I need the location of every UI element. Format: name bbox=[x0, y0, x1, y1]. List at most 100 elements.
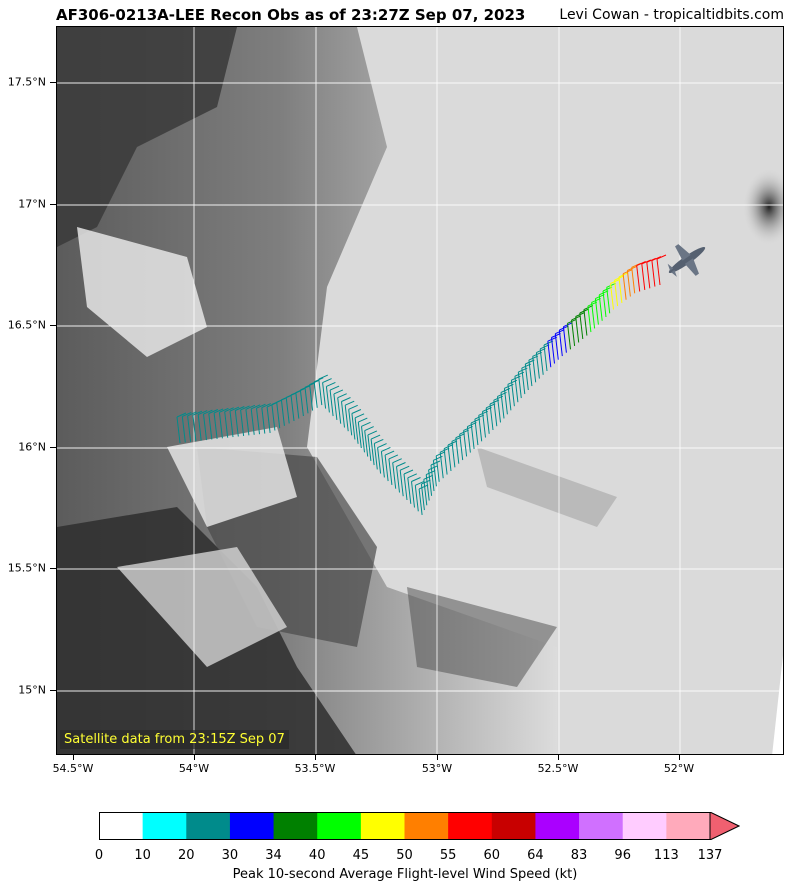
wind-barb bbox=[285, 397, 290, 424]
wind-barb bbox=[463, 430, 468, 457]
wind-barb bbox=[562, 326, 567, 353]
wind-barb-flag bbox=[245, 404, 256, 410]
lat-tick bbox=[50, 82, 56, 83]
wind-barb bbox=[414, 485, 419, 512]
lat-label: 17.5°N bbox=[7, 75, 46, 89]
wind-barb-flag bbox=[219, 407, 229, 413]
wind-barb bbox=[203, 414, 207, 441]
satellite-map[interactable] bbox=[57, 27, 784, 755]
wind-barb bbox=[229, 411, 234, 438]
wind-barb bbox=[299, 389, 304, 417]
lat-label: 16°N bbox=[18, 440, 46, 454]
colorbar-tick-label: 113 bbox=[653, 848, 679, 863]
wind-barb bbox=[510, 380, 515, 407]
wind-barb-flag bbox=[348, 404, 358, 410]
wind-barb-flag bbox=[377, 443, 387, 449]
colorbar-tick-label: 10 bbox=[134, 848, 151, 863]
data-edge bbox=[772, 655, 783, 754]
lon-tick bbox=[315, 755, 316, 760]
wind-barb bbox=[373, 443, 378, 470]
lat-label: 15.5°N bbox=[7, 561, 46, 575]
wind-barb bbox=[187, 415, 192, 442]
colorbar-tick-label: 60 bbox=[483, 848, 501, 863]
map-panel[interactable] bbox=[56, 26, 784, 755]
wind-barb bbox=[396, 466, 400, 493]
wind-barb bbox=[435, 455, 440, 482]
wind-barb-flag bbox=[421, 479, 431, 485]
wind-barb bbox=[651, 260, 656, 287]
wind-barb-flag bbox=[358, 417, 368, 423]
colorbar-segment bbox=[229, 812, 275, 840]
wind-barb bbox=[181, 416, 186, 443]
wind-barb-flag bbox=[651, 256, 662, 262]
wind-barb bbox=[423, 479, 428, 506]
wind-barb bbox=[224, 411, 229, 438]
wind-barb-flag bbox=[374, 438, 384, 444]
wind-barb bbox=[451, 441, 456, 468]
wind-barb bbox=[420, 484, 425, 511]
colorbar-tick-label: 137 bbox=[697, 848, 723, 863]
map-title: AF306-0213A-LEE Recon Obs as of 23:27Z S… bbox=[56, 6, 526, 24]
colorbar-tick-label: 45 bbox=[352, 848, 370, 863]
wind-barb bbox=[587, 306, 592, 333]
wind-barb bbox=[489, 403, 494, 431]
lon-tick bbox=[437, 755, 438, 760]
wind-barb-flag bbox=[646, 257, 657, 263]
wind-barb-flag bbox=[415, 480, 425, 486]
lon-label: 52°W bbox=[663, 762, 695, 775]
credit-text: Levi Cowan - tropicaltidbits.com bbox=[559, 7, 784, 23]
wind-barb bbox=[197, 414, 202, 441]
colorbar-border bbox=[99, 812, 711, 840]
colorbar-segment bbox=[99, 812, 144, 840]
wind-barb-flag bbox=[203, 409, 213, 415]
dark-cloud-north bbox=[57, 27, 237, 247]
colorbar-tick-label: 40 bbox=[308, 848, 326, 863]
wind-barb bbox=[234, 410, 239, 437]
wind-barb-flag bbox=[418, 484, 429, 490]
wind-barb-flag bbox=[364, 426, 374, 432]
wind-barb-flag bbox=[411, 477, 421, 482]
wind-barb bbox=[443, 448, 448, 475]
wind-barb bbox=[558, 330, 563, 357]
colorbar-segment bbox=[448, 812, 493, 840]
wind-barb bbox=[290, 394, 295, 422]
wind-barb-flag bbox=[341, 397, 351, 402]
wind-barb-flag bbox=[197, 410, 208, 416]
wind-barb bbox=[380, 451, 385, 478]
wind-barb bbox=[641, 263, 646, 290]
wind-barb-flag bbox=[381, 446, 391, 452]
wind-barb-flag bbox=[399, 465, 410, 471]
wind-barb bbox=[503, 388, 508, 415]
wind-barb bbox=[192, 415, 197, 442]
lon-label: 54.5°W bbox=[52, 762, 94, 775]
wind-barb-flag bbox=[641, 259, 652, 265]
wind-barb bbox=[304, 387, 309, 414]
wind-barb-flag bbox=[407, 473, 418, 479]
wind-barb-flag bbox=[370, 434, 381, 440]
wind-barb bbox=[439, 452, 444, 479]
wind-barb bbox=[333, 393, 338, 420]
colorbar-tick-label: 96 bbox=[614, 848, 631, 863]
lat-tick bbox=[50, 690, 56, 691]
satellite-timestamp: Satellite data from 23:15Z Sep 07 bbox=[60, 730, 289, 749]
wind-barb-flag bbox=[261, 403, 272, 409]
wind-barb bbox=[240, 409, 245, 436]
wind-barb-flag bbox=[333, 389, 344, 395]
wind-barb bbox=[213, 412, 218, 439]
wind-barb bbox=[245, 409, 250, 436]
colorbar-segment bbox=[404, 812, 449, 840]
wind-barb-flag bbox=[354, 413, 365, 419]
colorbar-segment bbox=[142, 812, 187, 840]
wind-barb bbox=[295, 392, 300, 419]
wind-barb-flag bbox=[396, 462, 406, 467]
wind-barb bbox=[646, 262, 651, 289]
wind-barb-flag bbox=[322, 378, 332, 384]
lon-tick bbox=[558, 755, 559, 760]
colorbar-tick-label: 20 bbox=[178, 848, 195, 863]
wind-barb bbox=[535, 352, 540, 379]
colorbar-tick-label: 30 bbox=[221, 848, 239, 863]
wind-barb-flag bbox=[636, 261, 646, 266]
wind-barb bbox=[348, 409, 353, 436]
wind-barb-flag bbox=[428, 465, 438, 471]
wind-barb bbox=[514, 376, 519, 403]
